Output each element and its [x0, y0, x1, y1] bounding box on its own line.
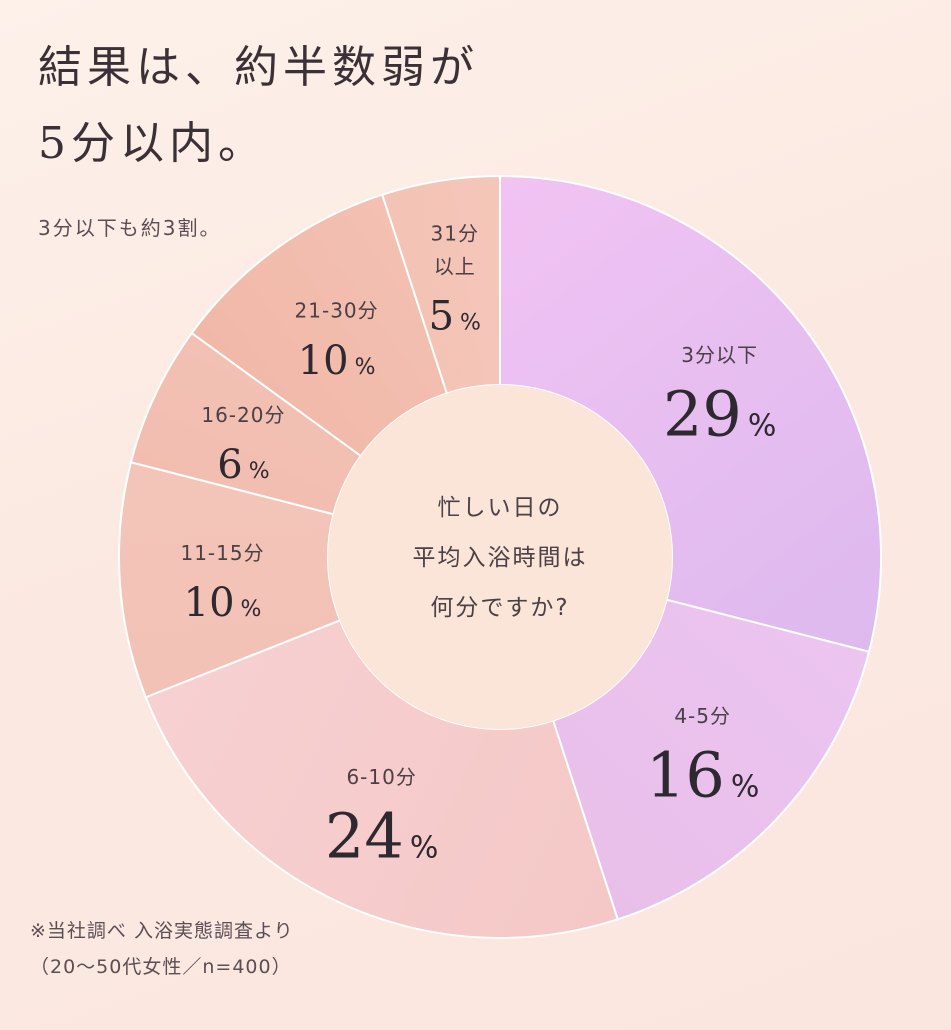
slice-label-0-line-0: 3分以下: [681, 343, 758, 367]
center-text-line-1: 平均入浴時間は: [413, 545, 588, 571]
slice-value-6: 5%: [429, 294, 481, 340]
slice-label-6-line-1: 以上: [434, 254, 476, 278]
slice-label-1-line-0: 4-5分: [674, 704, 731, 728]
title-line-1: 結果は、約半数弱が: [38, 42, 479, 93]
center-text-line-0: 忙しい日の: [438, 495, 563, 521]
donut-center: [328, 385, 672, 729]
slice-value-4: 6%: [217, 442, 269, 488]
subtitle: 3分以下も約3割。: [38, 216, 222, 240]
note-line-1: ※当社調べ 入浴実態調査より: [30, 920, 294, 942]
slice-value-0: 29%: [663, 378, 776, 451]
slice-label-6-line-0: 31分: [431, 221, 479, 245]
title-line-2: 5分以内。: [38, 118, 267, 169]
slice-value-3: 10%: [184, 580, 262, 626]
slice-value-5: 10%: [298, 338, 376, 384]
slice-2: [144, 619, 619, 939]
note-line-2: （20〜50代女性／n=400）: [30, 956, 292, 978]
source-note: ※当社調べ 入浴実態調査より （20〜50代女性／n=400）: [30, 913, 294, 985]
slice-label-4-line-0: 16-20分: [201, 403, 285, 427]
slice-value-2: 24%: [325, 800, 438, 873]
page-title: 結果は、約半数弱が 5分以内。: [38, 30, 479, 182]
center-text-line-2: 何分ですか?: [430, 595, 569, 621]
slice-label-5-line-0: 21-30分: [295, 299, 379, 323]
slice-value-1: 16%: [646, 738, 759, 811]
slice-label-3-line-0: 11-15分: [180, 541, 264, 565]
slice-label-2-line-0: 6-10分: [346, 765, 416, 789]
